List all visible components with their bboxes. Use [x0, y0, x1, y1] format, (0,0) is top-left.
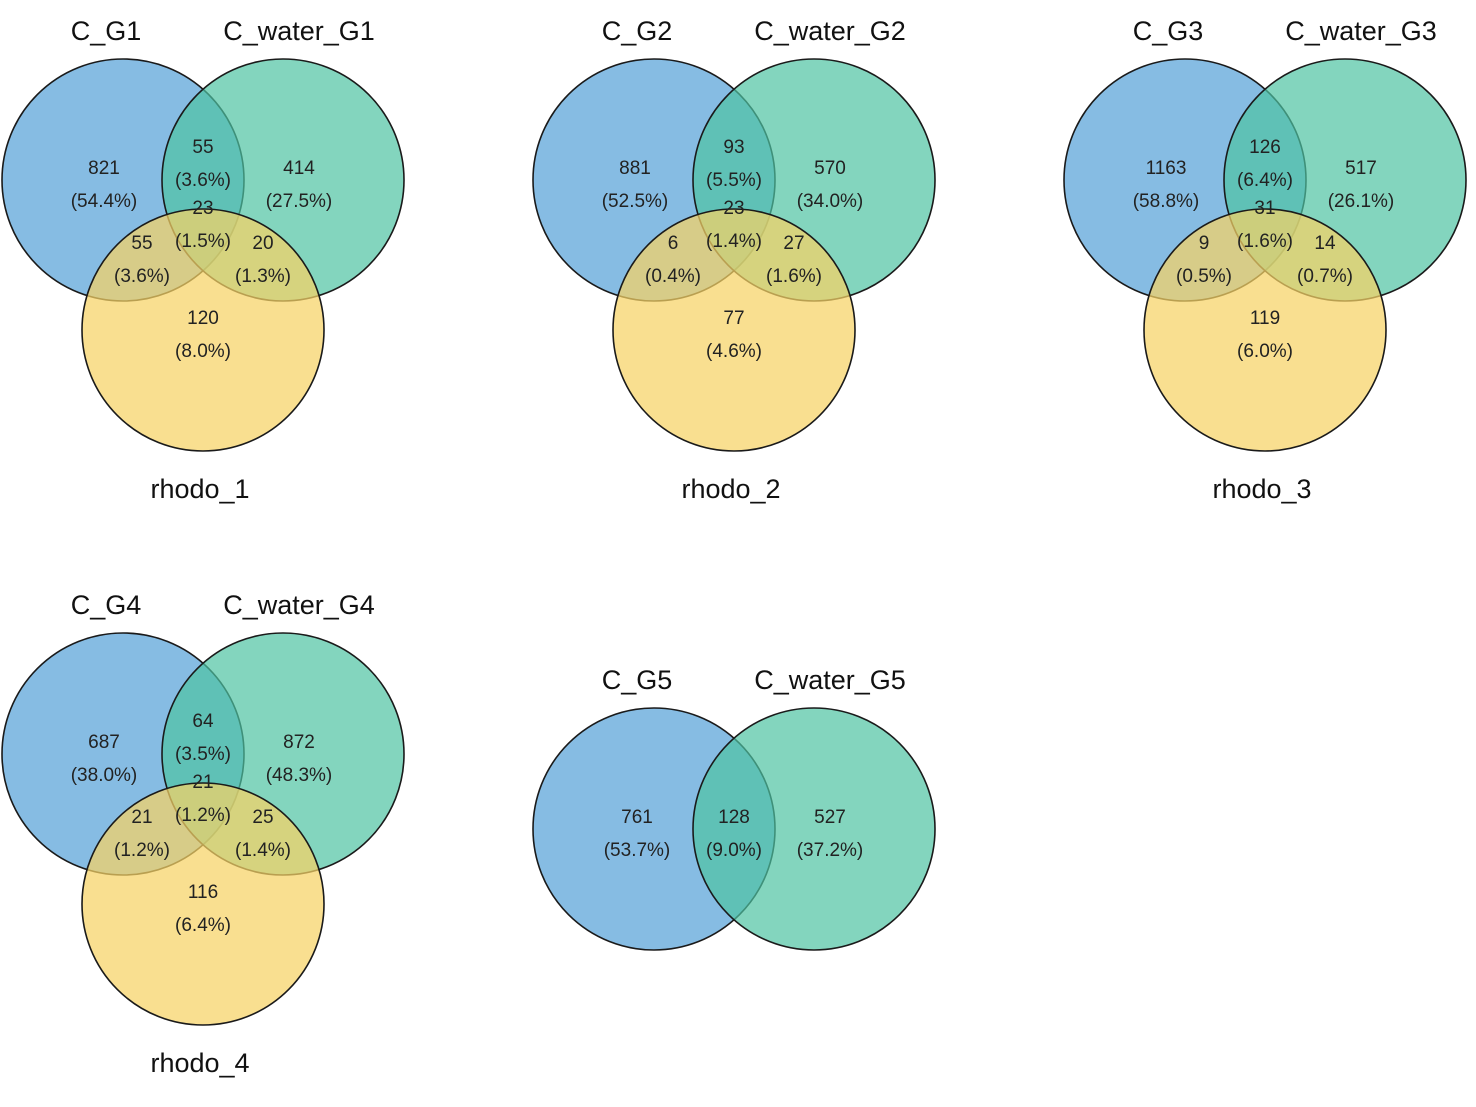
region-abc-percent: (1.5%): [175, 231, 231, 252]
region-a-only-count: 1163: [1146, 158, 1187, 179]
region-abc-count: 23: [723, 198, 744, 219]
region-b-only-percent: (34.0%): [797, 191, 864, 212]
set-c-circle: [81, 782, 325, 1026]
region-ac-count: 55: [131, 233, 152, 254]
set-a-label: C_G1: [71, 16, 142, 46]
region-a-only-count: 881: [619, 158, 651, 179]
region-bc-percent: (0.7%): [1297, 266, 1353, 287]
set-c-circle: [81, 208, 325, 452]
region-c-only-count: 120: [187, 308, 219, 329]
set-a-label: C_G2: [602, 16, 673, 46]
region-c-only-percent: (6.0%): [1237, 341, 1293, 362]
set-c-label: rhodo_3: [1212, 474, 1311, 504]
set-b-circle: [692, 707, 936, 951]
region-a-only-percent: (54.4%): [71, 191, 138, 212]
region-bc-count: 14: [1314, 233, 1336, 254]
region-bc-percent: (1.6%): [766, 266, 822, 287]
region-ab-percent: (5.5%): [706, 170, 762, 191]
set-b-label: C_water_G4: [223, 590, 375, 620]
region-a-only-count: 761: [621, 807, 653, 828]
region-ab-percent: (3.5%): [175, 744, 231, 765]
region-ab-count: 128: [718, 807, 750, 828]
region-ac-percent: (1.2%): [114, 840, 170, 861]
venn-panel-3: C_G3 C_water_G3 rhodo_3 1163 (58.8%) 517 (26.1…: [1063, 16, 1467, 504]
region-b-only-count: 570: [814, 158, 846, 179]
region-ab-count: 126: [1249, 137, 1281, 158]
region-b-only-count: 872: [283, 732, 315, 753]
region-bc-percent: (1.4%): [235, 840, 291, 861]
region-bc-count: 20: [252, 233, 273, 254]
region-abc-count: 23: [192, 198, 213, 219]
region-a-only-percent: (53.7%): [604, 840, 671, 861]
set-c-label: rhodo_1: [150, 474, 249, 504]
region-ab-percent: (6.4%): [1237, 170, 1293, 191]
region-ab-count: 55: [192, 137, 213, 158]
region-c-only-percent: (6.4%): [175, 915, 231, 936]
region-ac-percent: (3.6%): [114, 266, 170, 287]
set-c-circle: [1143, 208, 1387, 452]
set-b-label: C_water_G3: [1285, 16, 1437, 46]
region-ab-percent: (9.0%): [706, 840, 762, 861]
venn-panel-5: C_G5 C_water_G5 761 (53.7%) 128 (9.0%) 527 (37.…: [532, 665, 936, 951]
region-ab-percent: (3.6%): [175, 170, 231, 191]
region-ab-count: 64: [192, 711, 214, 732]
set-b-label: C_water_G5: [754, 665, 906, 695]
set-c-circle: [612, 208, 856, 452]
region-c-only-percent: (8.0%): [175, 341, 231, 362]
region-b-only-percent: (48.3%): [266, 765, 333, 786]
region-ac-percent: (0.4%): [645, 266, 701, 287]
set-b-label: C_water_G1: [223, 16, 375, 46]
region-b-only-percent: (37.2%): [797, 840, 864, 861]
region-b-only-percent: (27.5%): [266, 191, 333, 212]
region-b-only-percent: (26.1%): [1328, 191, 1395, 212]
region-abc-count: 21: [192, 772, 213, 793]
region-ac-count: 21: [131, 807, 152, 828]
region-abc-percent: (1.2%): [175, 805, 231, 826]
region-a-only-count: 687: [88, 732, 120, 753]
region-c-only-count: 116: [188, 882, 218, 903]
set-a-label: C_G5: [602, 665, 673, 695]
region-bc-count: 25: [252, 807, 273, 828]
region-abc-count: 31: [1254, 198, 1275, 219]
region-a-only-percent: (58.8%): [1133, 191, 1200, 212]
region-bc-percent: (1.3%): [235, 266, 291, 287]
region-abc-percent: (1.4%): [706, 231, 762, 252]
set-c-label: rhodo_4: [150, 1048, 249, 1078]
venn-panel-2: C_G2 C_water_G2 rhodo_2 881 (52.5%) 570 (34.0%…: [532, 16, 936, 504]
set-a-label: C_G4: [71, 590, 142, 620]
region-abc-percent: (1.6%): [1237, 231, 1293, 252]
region-c-only-count: 77: [723, 308, 744, 329]
region-ac-percent: (0.5%): [1176, 266, 1232, 287]
set-a-label: C_G3: [1133, 16, 1204, 46]
region-a-only-percent: (38.0%): [71, 765, 138, 786]
venn-panel-4: C_G4 C_water_G4 rhodo_4 687 (38.0%) 872 (48.3%…: [1, 590, 405, 1078]
region-a-only-percent: (52.5%): [602, 191, 669, 212]
region-b-only-count: 517: [1345, 158, 1377, 179]
region-a-only-count: 821: [88, 158, 120, 179]
region-b-only-count: 527: [814, 807, 846, 828]
venn-panel-1: C_G1 C_water_G1 rhodo_1 821 (54.4%) 414 (27.5%…: [1, 16, 405, 504]
region-bc-count: 27: [783, 233, 804, 254]
region-ac-count: 6: [668, 233, 679, 254]
region-ab-count: 93: [723, 137, 744, 158]
region-c-only-percent: (4.6%): [706, 341, 762, 362]
set-b-label: C_water_G2: [754, 16, 906, 46]
region-c-only-count: 119: [1250, 308, 1280, 329]
set-c-label: rhodo_2: [681, 474, 780, 504]
region-b-only-count: 414: [283, 158, 315, 179]
region-ac-count: 9: [1199, 233, 1210, 254]
